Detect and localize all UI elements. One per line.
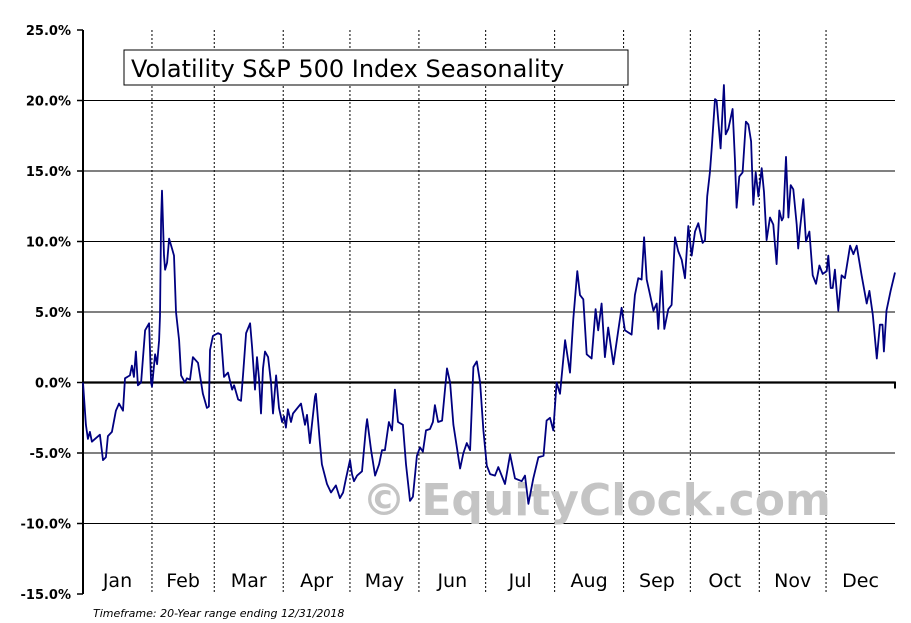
month-label: Oct xyxy=(708,570,741,592)
month-label: Jun xyxy=(436,570,467,592)
timeframe-footnote: Timeframe: 20-Year range ending 12/31/20… xyxy=(93,607,344,620)
watermark: © EquityClock.com xyxy=(362,475,831,526)
month-label: May xyxy=(365,570,404,592)
month-labels: Jan Feb Mar Apr May Jun Jul Aug Sep Oct Nov Dec xyxy=(102,570,879,592)
y-tick-label: -10.0% xyxy=(21,518,72,533)
y-tick-label: 0.0% xyxy=(35,377,71,392)
y-tick-label: 15.0% xyxy=(26,165,71,180)
series-line xyxy=(82,84,896,505)
y-tick-label: 10.0% xyxy=(26,236,71,251)
month-label: Apr xyxy=(300,570,333,592)
month-label: Feb xyxy=(166,570,200,592)
chart-title: Volatility S&P 500 Index Seasonality xyxy=(131,55,564,83)
month-label: Aug xyxy=(571,570,608,592)
month-label: Jan xyxy=(102,570,132,592)
month-label: Dec xyxy=(842,570,879,592)
month-label: Nov xyxy=(774,570,811,592)
axes xyxy=(77,29,896,595)
title-box: Volatility S&P 500 Index Seasonality xyxy=(123,49,629,86)
y-tick-label: -5.0% xyxy=(30,447,71,462)
month-label: Jul xyxy=(508,570,532,592)
y-tick-label: 5.0% xyxy=(35,306,71,321)
month-label: Sep xyxy=(639,570,675,592)
grid-lines xyxy=(83,100,895,524)
y-tick-label: 20.0% xyxy=(26,95,71,110)
month-label: Mar xyxy=(231,570,267,592)
y-tick-label: 25.0% xyxy=(26,24,71,39)
y-tick-label: -15.0% xyxy=(21,588,72,603)
watermark-text: © EquityClock.com xyxy=(362,475,831,526)
y-tick-labels: 25.0% 20.0% 15.0% 10.0% 5.0% 0.0% -5.0% -10.0% -… xyxy=(21,24,72,603)
